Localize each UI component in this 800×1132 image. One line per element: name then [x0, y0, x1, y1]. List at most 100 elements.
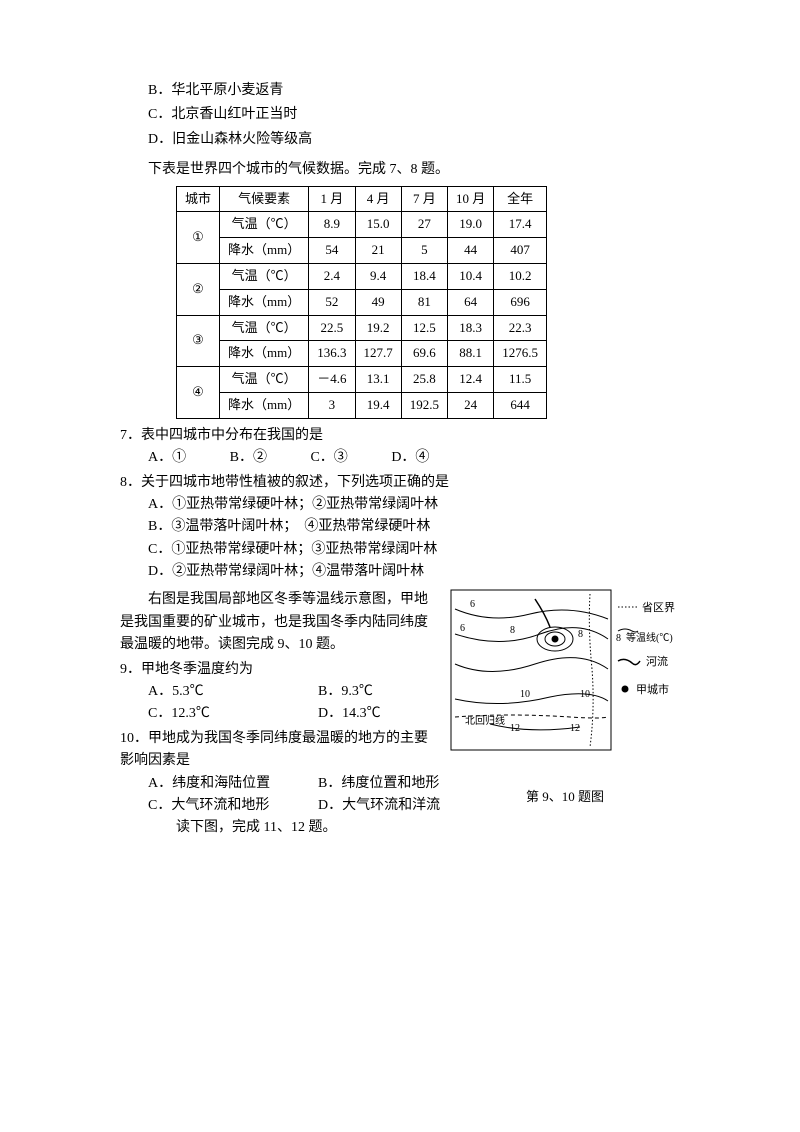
val-cell: 12.5 [401, 315, 447, 341]
val-cell: 18.4 [401, 263, 447, 289]
legend-province: 省区界 [642, 601, 675, 614]
q9-opt-b: B．9.3℃ [318, 684, 373, 699]
val-cell: 19.4 [355, 392, 401, 418]
table-row: 降水（mm）5421544407 [177, 238, 547, 264]
q10-stem-1: 10．甲地成为我国冬季同纬度最温暖的地方的主要 [120, 728, 442, 750]
val-cell: 88.1 [448, 341, 494, 367]
val-cell: 24 [448, 392, 494, 418]
val-cell: 12.4 [448, 367, 494, 393]
q9-options: A．5.3℃B．9.3℃ C．12.3℃D．14.3℃ [120, 681, 442, 726]
elem-cell: 降水（mm） [220, 392, 309, 418]
city-cell: ③ [177, 315, 220, 367]
prev-option-c: C．北京香山红叶正当时 [120, 104, 680, 126]
table-row: ④气温（℃）－4.613.125.812.411.5 [177, 367, 547, 393]
val-cell: 81 [401, 289, 447, 315]
fig-intro-line-1: 右图是我国局部地区冬季等温线示意图，甲地 [120, 589, 442, 611]
val-cell: 192.5 [401, 392, 447, 418]
val-cell: 15.0 [355, 212, 401, 238]
val-cell: 10.4 [448, 263, 494, 289]
q9-opt-d: D．14.3℃ [318, 706, 381, 721]
val-cell: 22.5 [309, 315, 355, 341]
val-cell: 49 [355, 289, 401, 315]
iso-label: 12 [510, 723, 520, 734]
iso-label: 6 [470, 599, 475, 610]
table-row: ②气温（℃）2.49.418.410.410.2 [177, 263, 547, 289]
table-row: 降水（mm）136.3127.769.688.11276.5 [177, 341, 547, 367]
val-cell: 17.4 [494, 212, 547, 238]
val-cell: 644 [494, 392, 547, 418]
legend-iso-num: 8 [616, 633, 621, 644]
map-figure: 6 8 8 6 10 10 12 12 北回归线 省区界 8 等温线(℃) 河流… [450, 589, 680, 807]
val-cell: 54 [309, 238, 355, 264]
q9-opt-c: C．12.3℃ [148, 703, 318, 725]
val-cell: 5 [401, 238, 447, 264]
iso-label: 8 [510, 625, 515, 636]
th-year: 全年 [494, 186, 547, 212]
th-elem: 气候要素 [220, 186, 309, 212]
val-cell: 1276.5 [494, 341, 547, 367]
val-cell: 407 [494, 238, 547, 264]
q7-opt-b: B．② [230, 447, 267, 469]
q8-opt-d: D．②亚热带常绿阔叶林；④温带落叶阔叶林 [120, 561, 680, 583]
q7-opt-a: A．① [148, 447, 186, 469]
val-cell: 9.4 [355, 263, 401, 289]
elem-cell: 气温（℃） [220, 367, 309, 393]
val-cell: 69.6 [401, 341, 447, 367]
val-cell: 136.3 [309, 341, 355, 367]
table-row: 降水（mm）52498164696 [177, 289, 547, 315]
val-cell: 3 [309, 392, 355, 418]
th-apr: 4 月 [355, 186, 401, 212]
q7-stem: 7．表中四城市中分布在我国的是 [120, 425, 680, 447]
val-cell: 13.1 [355, 367, 401, 393]
val-cell: 27 [401, 212, 447, 238]
val-cell: 11.5 [494, 367, 547, 393]
val-cell: 127.7 [355, 341, 401, 367]
val-cell: 21 [355, 238, 401, 264]
table-intro: 下表是世界四个城市的气候数据。完成 7、8 题。 [120, 159, 680, 181]
val-cell: 25.8 [401, 367, 447, 393]
q7-options: A．① B．② C．③ D．④ [120, 447, 680, 469]
q8-opt-a: A．①亚热带常绿硬叶林；②亚热带常绿阔叶林 [120, 494, 680, 516]
legend-river: 河流 [646, 654, 668, 668]
legend-isotherm: 等温线(℃) [626, 631, 673, 644]
iso-label: 10 [520, 689, 530, 700]
tropic-label: 北回归线 [465, 714, 505, 727]
val-cell: 2.4 [309, 263, 355, 289]
val-cell: 22.3 [494, 315, 547, 341]
prev-option-b: B．华北平原小麦返青 [120, 80, 680, 102]
table-row: ①气温（℃）8.915.02719.017.4 [177, 212, 547, 238]
iso-label: 8 [578, 629, 583, 640]
th-jul: 7 月 [401, 186, 447, 212]
val-cell: 8.9 [309, 212, 355, 238]
city-cell: ④ [177, 367, 220, 419]
elem-cell: 降水（mm） [220, 341, 309, 367]
table-header-row: 城市 气候要素 1 月 4 月 7 月 10 月 全年 [177, 186, 547, 212]
q10-options: A．纬度和海陆位置B．纬度位置和地形 C．大气环流和地形D．大气环流和洋流 [120, 773, 442, 818]
th-city: 城市 [177, 186, 220, 212]
q10-opt-a: A．纬度和海陆位置 [148, 773, 318, 795]
q10-stem-2: 影响因素是 [120, 750, 442, 772]
th-oct: 10 月 [448, 186, 494, 212]
iso-label: 6 [460, 623, 465, 634]
legend-city: 甲城市 [636, 682, 669, 696]
q10-opt-b: B．纬度位置和地形 [318, 776, 439, 791]
map-caption: 第 9、10 题图 [450, 787, 680, 808]
q10-opt-d: D．大气环流和洋流 [318, 798, 440, 813]
val-cell: 44 [448, 238, 494, 264]
q9-opt-a: A．5.3℃ [148, 681, 318, 703]
val-cell: 19.0 [448, 212, 494, 238]
city-cell: ② [177, 263, 220, 315]
iso-label: 10 [580, 689, 590, 700]
q7-opt-d: D．④ [391, 447, 429, 469]
q10-opt-c: C．大气环流和地形 [148, 795, 318, 817]
q8-opt-c: C．①亚热带常绿硬叶林；③亚热带常绿阔叶林 [120, 539, 680, 561]
q8-opt-b: B．③温带落叶阔叶林； ④亚热带常绿硬叶林 [120, 516, 680, 538]
q8-stem: 8．关于四城市地带性植被的叙述，下列选项正确的是 [120, 472, 680, 494]
elem-cell: 降水（mm） [220, 238, 309, 264]
table-row: 降水（mm）319.4192.524644 [177, 392, 547, 418]
elem-cell: 气温（℃） [220, 212, 309, 238]
fig-intro-line-3: 最温暖的地带。读图完成 9、10 题。 [120, 634, 442, 656]
elem-cell: 气温（℃） [220, 315, 309, 341]
fig-intro-line-2: 是我国重要的矿业城市，也是我国冬季内陆同纬度 [120, 612, 442, 634]
city-cell: ① [177, 212, 220, 264]
